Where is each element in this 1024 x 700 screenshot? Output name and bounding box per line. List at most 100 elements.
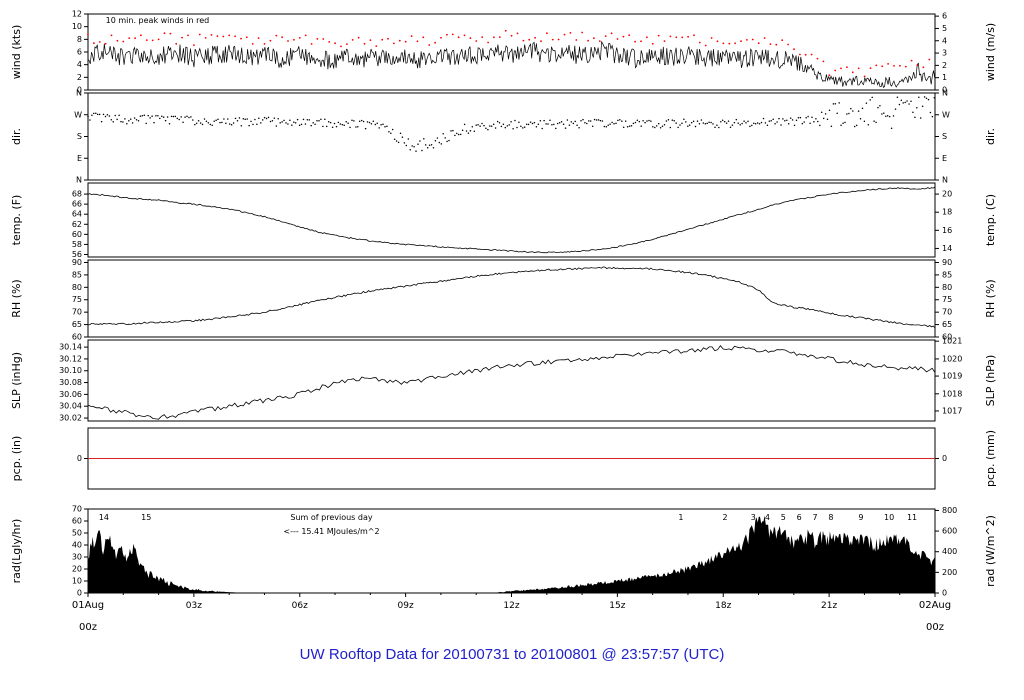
svg-text:wind (kts): wind (kts) bbox=[10, 25, 23, 80]
svg-text:00z: 00z bbox=[79, 622, 97, 633]
svg-text:75: 75 bbox=[72, 295, 82, 304]
svg-text:20: 20 bbox=[72, 565, 82, 574]
svg-text:9: 9 bbox=[858, 513, 863, 522]
svg-text:1018: 1018 bbox=[942, 389, 962, 398]
svg-text:1: 1 bbox=[942, 73, 947, 82]
svg-text:6: 6 bbox=[77, 48, 82, 57]
svg-text:800: 800 bbox=[942, 506, 957, 515]
svg-text:S: S bbox=[942, 132, 947, 141]
svg-text:rad (W/m^2): rad (W/m^2) bbox=[984, 515, 997, 587]
chart-title: UW Rooftop Data for 20100731 to 20100801… bbox=[299, 646, 725, 663]
svg-text:Sum of previous day: Sum of previous day bbox=[290, 513, 372, 522]
svg-text:85: 85 bbox=[942, 270, 952, 279]
svg-text:pcp. (mm): pcp. (mm) bbox=[984, 430, 997, 487]
svg-text:N: N bbox=[942, 89, 948, 98]
svg-text:SLP (inHg): SLP (inHg) bbox=[10, 352, 23, 409]
svg-text:02Aug: 02Aug bbox=[919, 600, 951, 611]
svg-text:10: 10 bbox=[72, 577, 82, 586]
svg-text:4: 4 bbox=[942, 36, 947, 45]
svg-text:60: 60 bbox=[72, 230, 82, 239]
svg-text:0: 0 bbox=[77, 589, 82, 598]
svg-text:11: 11 bbox=[907, 513, 917, 522]
svg-text:10: 10 bbox=[72, 22, 82, 31]
svg-text:60: 60 bbox=[942, 333, 952, 342]
svg-text:62: 62 bbox=[72, 220, 82, 229]
svg-text:20: 20 bbox=[942, 190, 952, 199]
svg-text:N: N bbox=[76, 176, 82, 185]
svg-text:56: 56 bbox=[72, 250, 82, 259]
svg-text:0: 0 bbox=[942, 454, 947, 463]
svg-text:12z: 12z bbox=[503, 601, 519, 611]
svg-text:<--- 15.41 MJoules/m^2: <--- 15.41 MJoules/m^2 bbox=[283, 527, 379, 536]
svg-text:30: 30 bbox=[72, 553, 82, 562]
svg-text:01Aug: 01Aug bbox=[72, 600, 104, 611]
svg-text:4: 4 bbox=[765, 513, 770, 522]
svg-text:03z: 03z bbox=[186, 601, 202, 611]
svg-text:66: 66 bbox=[72, 200, 82, 209]
svg-text:10 min. peak winds in red: 10 min. peak winds in red bbox=[106, 16, 210, 25]
svg-text:80: 80 bbox=[72, 283, 82, 292]
svg-text:14: 14 bbox=[942, 244, 952, 253]
svg-text:600: 600 bbox=[942, 527, 957, 536]
svg-text:90: 90 bbox=[942, 258, 952, 267]
svg-text:N: N bbox=[76, 89, 82, 98]
svg-text:3: 3 bbox=[942, 49, 947, 58]
svg-text:0: 0 bbox=[942, 589, 947, 598]
svg-text:8: 8 bbox=[77, 35, 82, 44]
svg-text:15: 15 bbox=[141, 513, 151, 522]
svg-text:temp. (F): temp. (F) bbox=[10, 195, 23, 246]
svg-text:temp. (C): temp. (C) bbox=[984, 194, 997, 246]
svg-text:40: 40 bbox=[72, 541, 82, 550]
svg-text:2: 2 bbox=[722, 513, 727, 522]
svg-text:70: 70 bbox=[72, 505, 82, 514]
svg-text:RH (%): RH (%) bbox=[984, 279, 997, 317]
svg-text:6: 6 bbox=[942, 12, 947, 21]
svg-text:0: 0 bbox=[77, 86, 82, 95]
svg-text:RH (%): RH (%) bbox=[10, 279, 23, 317]
svg-text:14: 14 bbox=[99, 513, 109, 522]
svg-text:30.10: 30.10 bbox=[59, 366, 82, 375]
svg-text:0: 0 bbox=[77, 454, 82, 463]
svg-text:1017: 1017 bbox=[942, 406, 962, 415]
svg-text:21z: 21z bbox=[821, 601, 837, 611]
svg-text:30.12: 30.12 bbox=[59, 354, 82, 363]
svg-text:90: 90 bbox=[72, 258, 82, 267]
svg-text:wind (m/s): wind (m/s) bbox=[984, 23, 997, 81]
svg-text:12: 12 bbox=[72, 10, 82, 19]
svg-text:rad(Lgly/hr): rad(Lgly/hr) bbox=[10, 519, 23, 584]
svg-text:W: W bbox=[74, 110, 82, 119]
svg-text:00z: 00z bbox=[926, 622, 944, 633]
svg-text:200: 200 bbox=[942, 568, 957, 577]
svg-text:E: E bbox=[77, 154, 82, 163]
svg-text:80: 80 bbox=[942, 283, 952, 292]
svg-text:3: 3 bbox=[751, 513, 756, 522]
svg-text:5: 5 bbox=[781, 513, 786, 522]
svg-text:N: N bbox=[942, 176, 948, 185]
svg-text:8: 8 bbox=[828, 513, 833, 522]
svg-text:1021: 1021 bbox=[942, 337, 962, 346]
svg-text:58: 58 bbox=[72, 240, 82, 249]
svg-text:06z: 06z bbox=[292, 601, 308, 611]
svg-text:50: 50 bbox=[72, 529, 82, 538]
svg-text:65: 65 bbox=[72, 320, 82, 329]
svg-text:E: E bbox=[942, 154, 947, 163]
svg-text:400: 400 bbox=[942, 547, 957, 556]
svg-text:85: 85 bbox=[72, 270, 82, 279]
svg-text:30.04: 30.04 bbox=[59, 402, 82, 411]
svg-text:5: 5 bbox=[942, 24, 947, 33]
svg-text:70: 70 bbox=[942, 308, 952, 317]
svg-text:75: 75 bbox=[942, 295, 952, 304]
svg-text:18z: 18z bbox=[715, 601, 731, 611]
svg-text:0: 0 bbox=[942, 86, 947, 95]
svg-text:1020: 1020 bbox=[942, 354, 962, 363]
svg-text:4: 4 bbox=[77, 60, 82, 69]
svg-text:2: 2 bbox=[77, 73, 82, 82]
svg-text:7: 7 bbox=[812, 513, 817, 522]
svg-text:18: 18 bbox=[942, 208, 952, 217]
svg-text:SLP (hPa): SLP (hPa) bbox=[984, 355, 997, 407]
svg-text:64: 64 bbox=[72, 210, 82, 219]
svg-text:15z: 15z bbox=[609, 601, 625, 611]
svg-text:dir.: dir. bbox=[10, 128, 23, 145]
svg-text:60: 60 bbox=[72, 333, 82, 342]
